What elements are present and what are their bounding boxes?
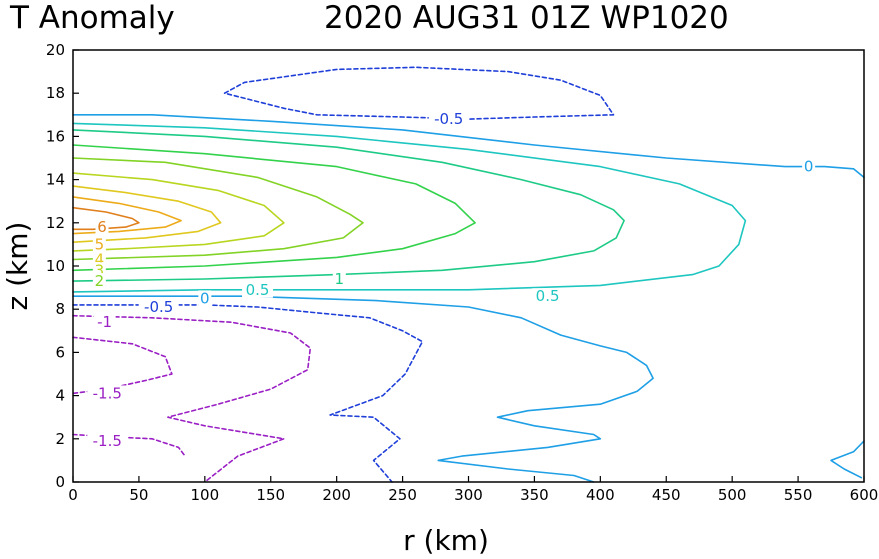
x-tick-label-100: 100 xyxy=(191,486,220,504)
x-tick-label-500: 500 xyxy=(718,486,747,504)
contour-label-5: 1 xyxy=(335,270,345,288)
y-tick-label-4: 4 xyxy=(55,387,65,405)
y-tick-label-20: 20 xyxy=(46,41,65,59)
y-tick-label-6: 6 xyxy=(55,343,65,361)
contour-label-bg-5 xyxy=(332,270,346,287)
contour-line-2-0 xyxy=(72,157,364,261)
contour-label-bg-8 xyxy=(198,290,212,307)
y-tick-label-12: 12 xyxy=(46,214,65,232)
contour-label-bg-14 xyxy=(87,432,128,449)
contour-label-bg-4 xyxy=(92,273,106,290)
contour-label-bg-12 xyxy=(93,314,116,331)
contour-label-9: 0 xyxy=(804,158,814,176)
contour-label-1: 5 xyxy=(95,235,105,253)
x-tick-label-350: 350 xyxy=(520,486,549,504)
y-axis: 0 2 4 6 8 10 12 14 16 18 20 xyxy=(46,41,79,491)
contour-line-0-1 xyxy=(72,295,654,483)
y-tick-label-10: 10 xyxy=(46,257,65,275)
contour-line-1p5-0 xyxy=(72,144,476,272)
contour-label-13: -1.5 xyxy=(93,384,122,402)
contour-label-2: 4 xyxy=(95,251,105,269)
contour-line-neg1p5-0 xyxy=(72,336,173,395)
contour-line-0-2 xyxy=(830,440,865,479)
y-tick-label-8: 8 xyxy=(55,300,65,318)
contour-line-4-0 xyxy=(72,185,222,243)
contour-label-10: -0.5 xyxy=(144,298,173,316)
y-tick-label-2: 2 xyxy=(55,430,65,448)
contour-label-bg-7 xyxy=(532,288,564,305)
y-tick-label-18: 18 xyxy=(46,84,65,102)
contour-label-11: -0.5 xyxy=(434,110,463,128)
contour-label-bg-0 xyxy=(95,219,109,236)
x-tick-label-600: 600 xyxy=(850,486,879,504)
x-tick-label-300: 300 xyxy=(454,486,483,504)
y-tick-label-0: 0 xyxy=(55,473,65,491)
contour-label-bg-13 xyxy=(87,385,128,402)
contour-label-bg-1 xyxy=(92,236,106,253)
x-tick-label-250: 250 xyxy=(388,486,417,504)
contour-line-0-0 xyxy=(72,114,865,179)
y-tick-label-16: 16 xyxy=(46,127,65,145)
contour-label-bg-6 xyxy=(242,281,274,298)
x-tick-label-200: 200 xyxy=(322,486,351,504)
contour-line-neg0p5-1 xyxy=(223,66,615,120)
contour-label-bg-11 xyxy=(428,111,469,128)
x-tick-label-400: 400 xyxy=(586,486,615,504)
contour-label-0: 6 xyxy=(97,218,107,236)
x-tick-label-50: 50 xyxy=(129,486,148,504)
contour-line-1-0 xyxy=(72,129,625,282)
x-tick-label-0: 0 xyxy=(68,486,78,504)
contour-label-3: 3 xyxy=(95,261,105,279)
contour-label-bg-9 xyxy=(802,158,816,175)
contour-label-6: 0.5 xyxy=(246,281,270,299)
contour-label-bg-10 xyxy=(138,299,179,316)
chart-title-right: 2020 AUG31 01Z WP1020 xyxy=(324,0,729,36)
contour-label-7: 0.5 xyxy=(536,287,560,305)
contour-layer xyxy=(72,66,865,483)
contour-line-neg0p5-0 xyxy=(72,304,424,483)
contour-line-neg1-0 xyxy=(72,314,312,483)
contour-label-8: 0 xyxy=(200,289,210,307)
contour-label-4: 2 xyxy=(95,272,105,290)
x-axis: 0 50 100 150 200 250 300 350 400 450 500 550 600 xyxy=(68,476,878,504)
contour-line-0p5-0 xyxy=(72,122,747,293)
y-axis-label: z (km) xyxy=(1,222,34,311)
contour-label-14: -1.5 xyxy=(93,432,122,450)
x-tick-label-150: 150 xyxy=(256,486,285,504)
contour-line-5-0 xyxy=(72,196,182,235)
chart-title-left: T Anomaly xyxy=(9,0,175,36)
x-axis-label: r (km) xyxy=(403,524,489,557)
x-tick-label-550: 550 xyxy=(784,486,813,504)
contour-label-12: -1 xyxy=(97,313,112,331)
x-tick-label-450: 450 xyxy=(652,486,681,504)
contour-line-6-0 xyxy=(72,206,140,231)
contour-line-3-0 xyxy=(72,172,285,252)
y-tick-label-14: 14 xyxy=(46,171,65,189)
